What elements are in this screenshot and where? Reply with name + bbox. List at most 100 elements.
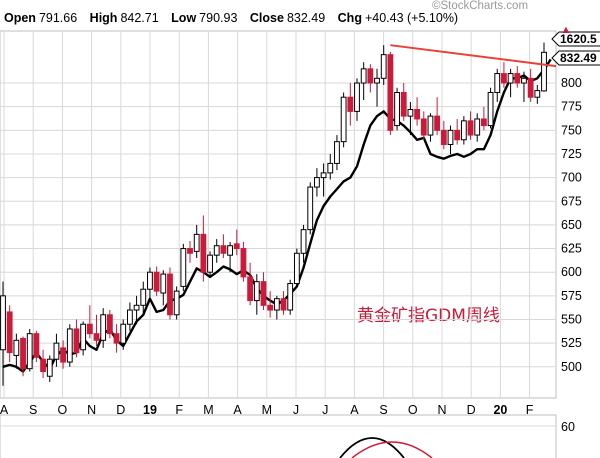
candle-body bbox=[60, 347, 67, 363]
x-tick-label: M bbox=[262, 403, 272, 417]
candle-body bbox=[327, 162, 334, 174]
candle bbox=[514, 65, 521, 88]
candle-body bbox=[434, 115, 441, 131]
candle bbox=[240, 241, 247, 282]
candle bbox=[467, 111, 474, 140]
candle-body bbox=[420, 118, 427, 136]
candle-body bbox=[354, 82, 360, 112]
candle bbox=[387, 51, 394, 136]
candle-body bbox=[200, 233, 207, 273]
price-tag-current-text: 832.49 bbox=[560, 51, 597, 65]
candle bbox=[113, 324, 120, 353]
candle bbox=[147, 267, 153, 301]
candle-body bbox=[20, 337, 26, 370]
candle-body bbox=[207, 254, 213, 273]
candle bbox=[454, 118, 461, 145]
candle-body bbox=[13, 339, 20, 356]
price-tag-upper-box bbox=[551, 31, 600, 47]
x-tick-label: J bbox=[322, 403, 328, 417]
candle-body bbox=[140, 288, 147, 306]
candle bbox=[380, 45, 387, 85]
candle-body bbox=[340, 96, 347, 143]
candle-body bbox=[253, 281, 260, 302]
candle bbox=[0, 281, 6, 386]
chart-annotation: 黄金矿指GDM周线 bbox=[357, 306, 500, 326]
candle-body bbox=[40, 358, 46, 373]
y-tick-label: 625 bbox=[561, 242, 582, 256]
candle-body bbox=[26, 333, 33, 370]
candle bbox=[233, 229, 240, 256]
x-tick-label: S bbox=[29, 403, 37, 417]
x-tick-label: A bbox=[0, 403, 9, 417]
candle-body bbox=[374, 77, 380, 84]
candle-body bbox=[347, 96, 354, 112]
candle-body bbox=[233, 243, 240, 250]
low-value: 790.93 bbox=[199, 11, 238, 25]
candle bbox=[534, 84, 541, 104]
x-tick-label: F bbox=[175, 403, 183, 417]
x-tick-label: N bbox=[437, 403, 446, 417]
candle-body bbox=[394, 91, 400, 127]
candle-body bbox=[73, 328, 80, 354]
candle-body bbox=[267, 304, 274, 311]
y-tick-label: 775 bbox=[561, 100, 582, 114]
candle bbox=[173, 286, 180, 320]
candle-body bbox=[187, 248, 193, 254]
candle-body bbox=[180, 248, 187, 287]
candle-body bbox=[126, 309, 133, 325]
candle bbox=[447, 125, 454, 154]
candle bbox=[374, 68, 380, 107]
candle bbox=[227, 241, 233, 273]
candle-body bbox=[360, 68, 367, 84]
candle-body bbox=[460, 120, 467, 141]
y-tick-label: 725 bbox=[561, 147, 582, 161]
y-tick-label: 650 bbox=[561, 218, 582, 232]
watermark: ©StockCharts.com bbox=[432, 0, 529, 12]
candle bbox=[26, 328, 33, 372]
x-tick-label: A bbox=[350, 403, 359, 417]
candle-body bbox=[320, 172, 327, 179]
candle bbox=[6, 305, 13, 363]
candle-body bbox=[414, 109, 421, 120]
candle-body bbox=[173, 290, 180, 316]
candle bbox=[106, 310, 113, 339]
candle-body bbox=[400, 91, 407, 117]
candle bbox=[160, 270, 167, 306]
x-tick-label: F bbox=[526, 403, 534, 417]
candle bbox=[46, 355, 53, 382]
candle-body bbox=[53, 342, 60, 360]
candle-body bbox=[100, 314, 107, 341]
candle-body bbox=[501, 73, 507, 84]
x-tick-label: D bbox=[116, 403, 125, 417]
candle bbox=[293, 248, 300, 287]
candle bbox=[507, 68, 514, 98]
candle-body bbox=[120, 323, 127, 344]
high-label: High bbox=[89, 11, 118, 25]
chg-label: Chg bbox=[337, 11, 362, 25]
price-tag-upper-text: 1620.5 bbox=[560, 32, 597, 46]
y-tick-label: 500 bbox=[561, 360, 582, 374]
y-tick-label: 525 bbox=[561, 336, 582, 350]
up-arrow-icon: ▲ bbox=[561, 24, 572, 36]
candle bbox=[193, 224, 200, 259]
candle-body bbox=[487, 91, 494, 127]
candle bbox=[340, 92, 347, 148]
candle bbox=[66, 324, 73, 367]
candle-body bbox=[387, 54, 394, 131]
candle-body bbox=[514, 73, 521, 84]
candle-body bbox=[273, 298, 280, 311]
candle bbox=[407, 101, 414, 136]
candle-body bbox=[427, 115, 434, 136]
candle bbox=[394, 87, 400, 131]
candle-body bbox=[474, 118, 481, 136]
candle bbox=[213, 239, 220, 263]
candle-body bbox=[300, 229, 307, 254]
candle bbox=[440, 120, 447, 150]
candle-body bbox=[334, 141, 340, 164]
close-value: 832.49 bbox=[286, 11, 326, 25]
candle bbox=[93, 314, 100, 346]
candle bbox=[360, 62, 367, 101]
candle bbox=[414, 97, 421, 126]
candle bbox=[501, 62, 507, 88]
candle bbox=[287, 279, 294, 315]
